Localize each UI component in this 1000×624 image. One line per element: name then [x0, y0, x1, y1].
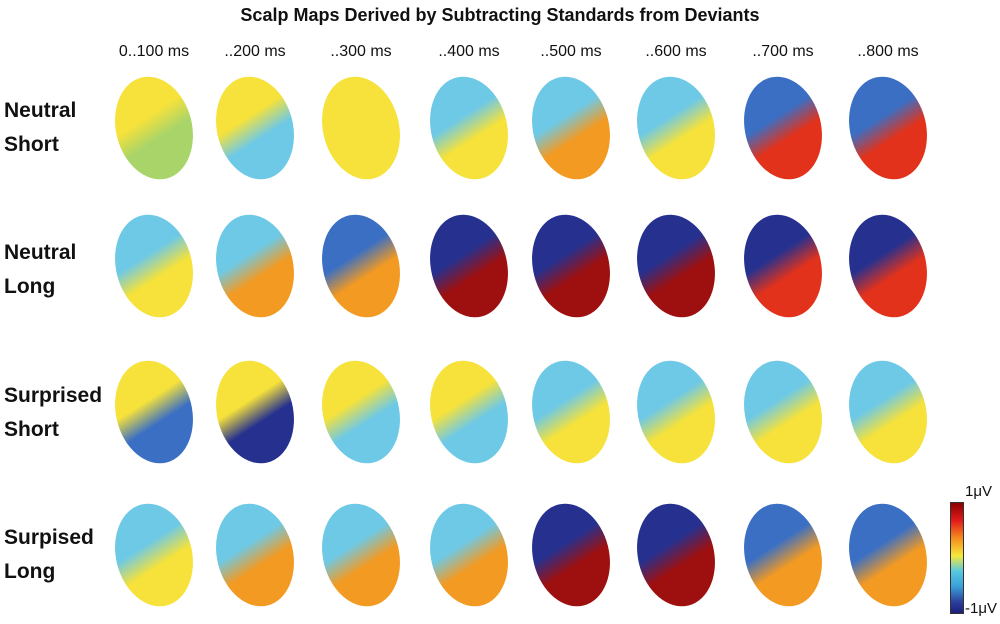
colorbar [950, 502, 964, 614]
time-label-0: 0..100 ms [118, 43, 190, 60]
scalp-map-r3-c7 [849, 503, 927, 607]
condition-label-2: Surprised Short [4, 379, 114, 447]
scalp-map-r0-c6 [744, 76, 822, 180]
scalp-map-r1-c0 [115, 214, 193, 318]
colorbar-max-label: 1μV [965, 483, 992, 500]
condition-label-line1: Neutral [4, 241, 77, 264]
colorbar-min-label: -1μV [965, 600, 997, 617]
condition-label-line2: Short [4, 418, 59, 441]
scalp-map-r2-c3 [430, 360, 508, 464]
scalp-map-r2-c0 [115, 360, 193, 464]
scalp-map-r3-c6 [744, 503, 822, 607]
scalp-map-r0-c3 [430, 76, 508, 180]
time-label-4: ..500 ms [540, 43, 602, 60]
scalp-map-r1-c5 [637, 214, 715, 318]
scalp-map-r2-c6 [744, 360, 822, 464]
time-label-2: ..300 ms [330, 43, 392, 60]
time-label-7: ..800 ms [857, 43, 919, 60]
scalp-map-r3-c1 [216, 503, 294, 607]
scalp-map-r0-c7 [849, 76, 927, 180]
scalp-map-r2-c1 [216, 360, 294, 464]
scalp-map-r2-c4 [532, 360, 610, 464]
scalp-map-r1-c4 [532, 214, 610, 318]
scalp-map-r3-c5 [637, 503, 715, 607]
scalp-map-r0-c5 [637, 76, 715, 180]
time-label-6: ..700 ms [752, 43, 814, 60]
scalp-map-r0-c4 [532, 76, 610, 180]
scalp-map-r1-c7 [849, 214, 927, 318]
condition-label-line1: Neutral [4, 99, 77, 122]
condition-label-0: Neutral Short [4, 94, 114, 162]
scalp-map-r3-c0 [115, 503, 193, 607]
scalp-map-r1-c1 [216, 214, 294, 318]
condition-label-line2: Long [4, 560, 56, 583]
figure-title: Scalp Maps Derived by Subtracting Standa… [240, 5, 760, 25]
condition-label-line2: Short [4, 133, 59, 156]
condition-label-3: Surpised Long [4, 521, 114, 589]
condition-label-1: Neutral Long [4, 236, 114, 304]
condition-label-line2: Long [4, 275, 56, 298]
scalp-map-r2-c5 [637, 360, 715, 464]
time-label-5: ..600 ms [645, 43, 707, 60]
scalp-map-r2-c7 [849, 360, 927, 464]
time-label-3: ..400 ms [438, 43, 500, 60]
scalp-map-r3-c3 [430, 503, 508, 607]
condition-label-line1: Surprised [4, 384, 103, 407]
scalp-map-r1-c2 [322, 214, 400, 318]
scalp-map-r1-c6 [744, 214, 822, 318]
scalp-map-r3-c4 [532, 503, 610, 607]
scalp-map-r1-c3 [430, 214, 508, 318]
scalp-map-r0-c0 [115, 76, 193, 180]
scalp-map-r0-c1 [216, 76, 294, 180]
condition-label-line1: Surpised [4, 526, 94, 549]
scalp-map-r3-c2 [322, 503, 400, 607]
time-label-1: ..200 ms [224, 43, 286, 60]
scalp-map-r0-c2 [322, 76, 400, 180]
scalp-map-r2-c2 [322, 360, 400, 464]
